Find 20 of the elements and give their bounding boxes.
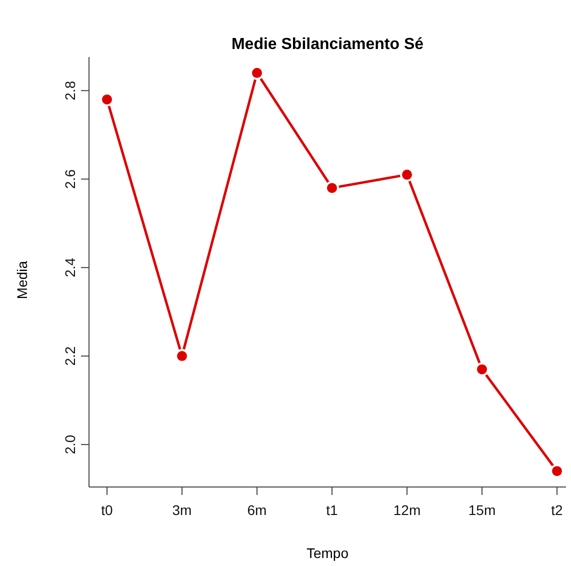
x-tick-label: 12m (393, 502, 421, 518)
x-tick-label: t0 (101, 502, 114, 518)
x-tick-label: t2 (551, 502, 564, 518)
x-tick-label: t1 (326, 502, 338, 518)
x-tick-label: 6m (247, 502, 267, 518)
point (325, 180, 339, 195)
y-tick-label: 2.4 (62, 258, 78, 278)
y-axis-title: Media (14, 260, 30, 302)
x-tick-label: 3m (172, 502, 192, 518)
y-tick-label: 2.6 (62, 169, 78, 189)
point (550, 464, 564, 478)
point (475, 362, 489, 376)
y-tick-label: 2.2 (62, 346, 78, 366)
y-tick-label: 2.0 (62, 434, 78, 454)
chart-title: Medie Sbilanciamento Sé (230, 36, 425, 54)
point (250, 66, 264, 80)
x-axis-title: Tempo (305, 545, 350, 561)
point (400, 168, 414, 182)
x-tick-label: 15m (468, 502, 496, 518)
y-tick-label: 2.8 (62, 80, 78, 100)
